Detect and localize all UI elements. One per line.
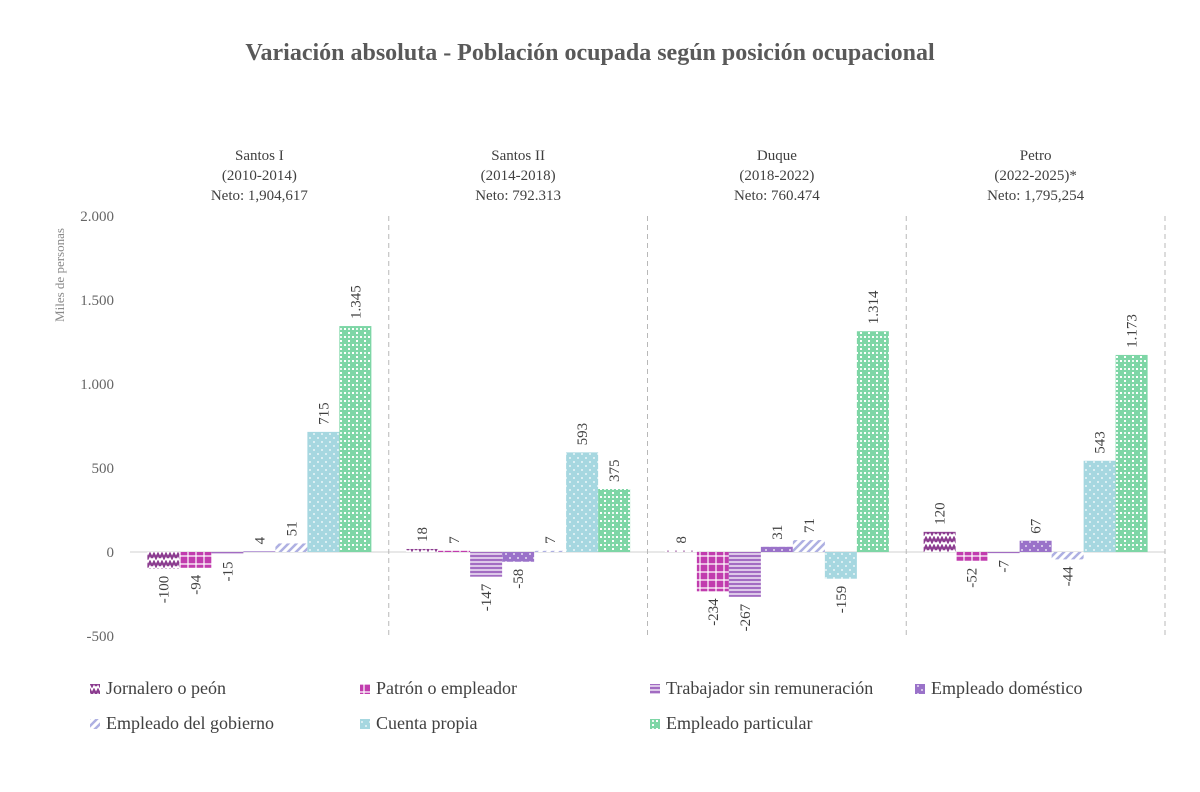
bar — [955, 552, 988, 561]
bar — [147, 552, 180, 569]
bar — [1051, 552, 1084, 560]
legend-label: Empleado doméstico — [931, 678, 1082, 698]
group-neto: Neto: 760.474 — [734, 188, 820, 204]
legend-swatch — [90, 719, 100, 729]
data-label: -267 — [738, 603, 754, 631]
data-label: 1.314 — [866, 290, 882, 324]
data-label: -94 — [188, 574, 204, 594]
bar — [438, 550, 471, 552]
y-tick-label: 500 — [92, 461, 115, 477]
bar — [566, 452, 599, 552]
bar — [1115, 354, 1148, 552]
data-label: 593 — [575, 423, 591, 446]
group-period: (2018-2022) — [739, 168, 814, 184]
data-label: -7 — [997, 560, 1013, 573]
bar — [664, 550, 697, 552]
data-label: -58 — [511, 569, 527, 589]
bar — [1083, 460, 1116, 552]
data-label: 67 — [1029, 518, 1045, 534]
bar — [470, 552, 503, 577]
bar — [339, 326, 372, 552]
data-label: 1.173 — [1125, 314, 1141, 348]
data-label: 1.345 — [348, 285, 364, 319]
bar — [760, 546, 793, 552]
data-label: 31 — [770, 525, 786, 540]
data-label: 71 — [802, 518, 818, 533]
data-label: 51 — [284, 521, 300, 536]
data-label: 7 — [543, 536, 559, 544]
data-label: 120 — [933, 502, 949, 525]
group-name: Duque — [757, 148, 797, 164]
group-name: Petro — [1020, 148, 1052, 164]
bar — [728, 552, 761, 597]
bar — [534, 550, 567, 552]
data-label: -159 — [834, 586, 850, 614]
legend-swatch — [915, 684, 925, 694]
legend-label: Empleado del gobierno — [106, 713, 274, 733]
y-tick-label: 1.500 — [80, 293, 114, 309]
legend-swatch — [360, 684, 370, 694]
bar — [243, 551, 276, 552]
legend-swatch — [650, 684, 660, 694]
group-neto: Neto: 792.313 — [475, 188, 561, 204]
legend-swatch — [90, 684, 100, 694]
data-label: -44 — [1061, 566, 1077, 586]
y-axis-label: Miles de personas — [52, 228, 67, 322]
data-label: -100 — [156, 576, 172, 604]
group-period: (2014-2018) — [481, 168, 556, 184]
legend-label: Jornalero o peón — [106, 678, 226, 698]
bar — [502, 552, 535, 562]
bar — [1019, 540, 1052, 552]
bar — [179, 552, 212, 568]
data-label: 7 — [447, 536, 463, 544]
data-label: 543 — [1093, 431, 1109, 454]
legend-label: Empleado particular — [666, 713, 812, 733]
group-period: (2010-2014) — [222, 168, 297, 184]
bar — [856, 331, 889, 552]
bar — [824, 552, 857, 579]
bar — [696, 552, 729, 592]
bar — [211, 552, 244, 555]
legend-label: Cuenta propia — [376, 713, 477, 733]
legend-label: Trabajador sin remuneración — [666, 678, 873, 698]
y-tick-label: -500 — [87, 629, 115, 645]
data-label: 715 — [316, 402, 332, 425]
group-neto: Neto: 1,904,617 — [211, 188, 309, 204]
bar — [987, 552, 1020, 554]
legend-swatch — [650, 719, 660, 729]
group-neto: Neto: 1,795,254 — [987, 188, 1085, 204]
bar — [307, 431, 340, 552]
bar — [275, 543, 308, 552]
legend-swatch — [360, 719, 370, 729]
chart-title: Variación absoluta - Población ocupada s… — [245, 40, 935, 66]
data-label: -234 — [706, 598, 722, 626]
bar — [923, 531, 956, 552]
group-name: Santos I — [235, 148, 284, 164]
legend-label: Patrón o empleador — [376, 678, 517, 698]
data-label: 375 — [607, 460, 623, 483]
data-label: 4 — [252, 536, 268, 544]
bar — [406, 548, 439, 552]
data-label: -52 — [965, 568, 981, 588]
data-label: 8 — [674, 536, 690, 544]
data-label: -147 — [479, 583, 495, 611]
bar — [792, 540, 825, 552]
data-label: -15 — [220, 562, 236, 582]
group-name: Santos II — [491, 148, 545, 164]
group-period: (2022-2025)* — [994, 168, 1077, 184]
y-tick-label: 2.000 — [80, 209, 114, 225]
data-label: 18 — [415, 527, 431, 542]
y-tick-label: 0 — [107, 545, 115, 561]
bar — [598, 489, 631, 552]
y-tick-label: 1.000 — [80, 377, 114, 393]
